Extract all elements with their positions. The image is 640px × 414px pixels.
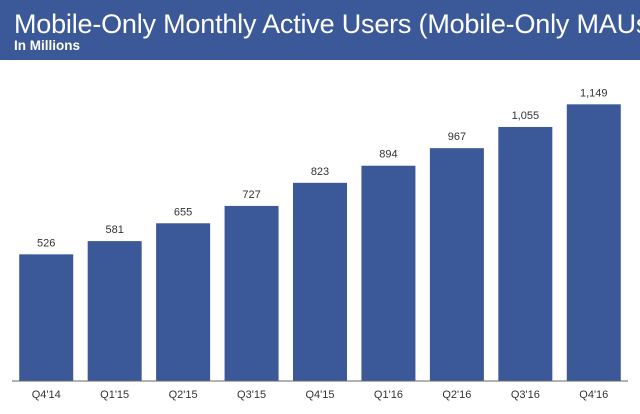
bar-3	[224, 205, 279, 381]
x-tick-label-0: Q4'14	[32, 389, 61, 401]
value-label-4: 823	[311, 166, 329, 178]
value-label-8: 1,149	[580, 87, 608, 99]
x-tick-label-3: Q3'15	[237, 389, 266, 401]
value-label-0: 526	[37, 237, 55, 249]
x-tick-label-8: Q4'16	[579, 389, 608, 401]
x-tick-label-5: Q1'16	[374, 389, 403, 401]
bar-4	[293, 182, 347, 381]
x-tick-label-6: Q2'16	[442, 389, 471, 401]
value-label-3: 727	[242, 189, 260, 201]
value-labels-group: 526 581 655 727 823 894 967 1,055 1,149	[37, 87, 608, 249]
bar-6	[429, 148, 484, 381]
x-tick-label-2: Q2'15	[169, 389, 198, 401]
value-label-6: 967	[448, 131, 466, 143]
chart-subtitle: In Millions	[14, 38, 80, 53]
x-tick-label-7: Q3'16	[511, 389, 540, 401]
value-label-2: 655	[174, 206, 192, 218]
x-tick-label-4: Q4'15	[305, 389, 334, 401]
x-tick-label-1: Q1'15	[100, 389, 129, 401]
bar-1	[87, 241, 142, 381]
chart-title: Mobile-Only Monthly Active Users (Mobile…	[14, 9, 640, 39]
bars-group	[19, 104, 621, 382]
bar-8	[566, 104, 621, 381]
bar-7	[498, 126, 553, 382]
value-label-5: 894	[379, 149, 397, 161]
chart-header: Mobile-Only Monthly Active Users (Mobile…	[0, 0, 640, 60]
value-label-1: 581	[105, 224, 123, 236]
bar-5	[361, 165, 416, 381]
x-tick-labels-group: Q4'14 Q1'15 Q2'15 Q3'15 Q4'15 Q1'16 Q2'16 Q3'16…	[32, 389, 609, 401]
bar-2	[156, 223, 211, 381]
value-label-7: 1,055	[512, 110, 540, 122]
bar-0	[19, 254, 74, 381]
